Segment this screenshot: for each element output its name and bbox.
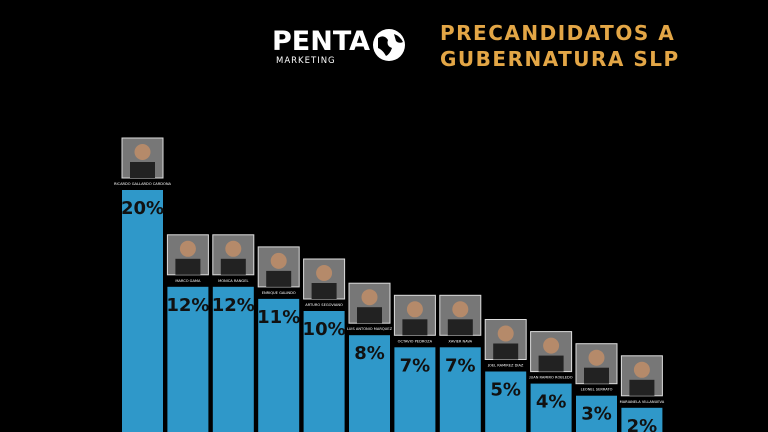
candidate-name: MARIANELA VILLANUEVA [620,400,665,404]
value-label: 20% [121,198,164,219]
logo-name: PENTA [272,26,370,57]
candidate-name: MARCO GAMA [175,279,201,283]
photo-suit [538,355,564,372]
value-label: 12% [212,295,255,316]
bar [167,286,209,432]
candidate-name: LUIS ANTONIO MARQUEZ [347,327,393,331]
candidate-name: ENRIQUE GALINDO [262,291,296,295]
logo-subtitle: MARKETING [276,56,336,66]
photo-suit [220,258,246,275]
value-label: 8% [354,343,385,364]
bar [439,347,481,432]
bar [621,407,663,432]
photo-suit [311,283,337,299]
title-line: PRECANDIDATOS A [440,21,675,45]
photo-face [179,240,196,257]
value-label: 3% [581,404,612,425]
value-label: 10% [303,319,346,340]
bar [485,371,527,432]
photo-suit [584,367,609,384]
candidate-name: ARTURO SEGOVIANO [305,303,343,307]
photo-face [497,325,514,342]
candidate-name: RICARDO GALLARDO CARDONA [114,182,172,186]
value-label: 2% [627,416,658,432]
photo-suit [175,258,201,275]
candidate-name: XAVIER NAVA [448,339,472,343]
value-label: 12% [166,295,209,316]
photo-face [361,289,378,306]
bar [122,190,163,432]
photo-face [406,301,423,318]
value-label: 11% [257,307,300,328]
photo-suit [402,319,428,336]
bar [530,383,572,432]
value-label: 7% [400,355,431,376]
photo-suit [447,319,473,336]
bar [349,335,390,432]
candidate-name: LEONEL SERRATO [581,388,613,392]
bar [258,298,300,432]
photo-suit [357,307,382,324]
candidate-name: JUAN RAMIRO ROBLEDO [529,376,573,380]
photo-suit [266,270,292,287]
photo-face [633,361,650,378]
value-label: 7% [445,355,476,376]
photo-face [316,265,333,281]
photo-face [543,337,560,354]
value-label: 4% [536,392,567,413]
bar [576,395,617,432]
bar [303,311,345,432]
photo-face [225,240,242,257]
candidate-name: MONICA RANGEL [218,279,248,283]
title-line: GUBERNATURA SLP [440,47,680,71]
value-label: 5% [490,380,521,401]
bar [212,286,254,432]
photo-suit [629,379,655,396]
candidate-name: OCTAVIO PEDROZA [398,339,433,343]
logo-globe [373,29,405,61]
photo-face [588,349,605,366]
photo-face [270,252,287,269]
photo-suit [130,162,155,178]
candidate-name: JOEL RAMIREZ DIAZ [487,364,524,368]
photo-suit [493,343,519,360]
photo-face [452,301,469,318]
photo-face [134,144,151,160]
bar [394,347,436,432]
